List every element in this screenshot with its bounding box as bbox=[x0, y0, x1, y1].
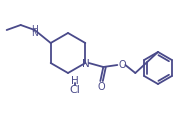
Text: O: O bbox=[119, 59, 126, 69]
Text: H: H bbox=[31, 24, 38, 33]
Text: H: H bbox=[71, 75, 79, 85]
Text: N: N bbox=[82, 59, 90, 68]
Text: Cl: Cl bbox=[70, 84, 81, 94]
Text: O: O bbox=[98, 81, 105, 91]
Text: N: N bbox=[31, 28, 38, 37]
